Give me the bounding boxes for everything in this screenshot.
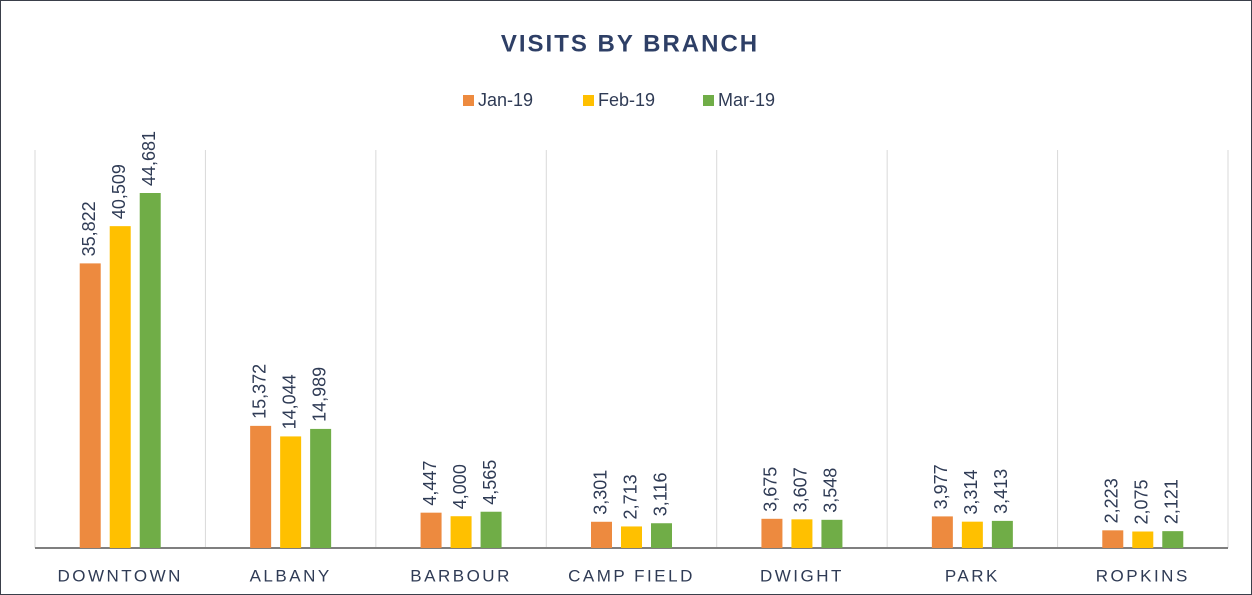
value-label: 2,121: [1162, 479, 1182, 524]
bar: [79, 263, 101, 548]
x-tick-label: PARK: [945, 566, 1000, 585]
bar: [991, 520, 1013, 548]
value-label: 15,372: [249, 364, 269, 419]
value-label: 4,565: [480, 460, 500, 505]
value-label: 3,314: [961, 470, 981, 515]
x-tick-label: DWIGHT: [760, 566, 844, 585]
bar: [1102, 530, 1124, 548]
value-label: 35,822: [79, 201, 99, 256]
bar: [651, 523, 672, 548]
value-label: 14,989: [309, 367, 329, 422]
value-label: 3,977: [931, 464, 951, 509]
value-label: 2,713: [620, 474, 640, 519]
chart-title: VISITS BY BRANCH: [501, 30, 759, 57]
bar: [250, 425, 272, 548]
bar: [450, 516, 472, 548]
value-label: 14,044: [279, 374, 299, 429]
value-label: 3,116: [650, 473, 670, 517]
x-tick-label: ALBANY: [250, 566, 332, 585]
value-label: 4,000: [450, 464, 470, 509]
bar: [1132, 531, 1154, 548]
bar: [621, 526, 642, 548]
bar: [420, 512, 442, 548]
legend-swatch: [703, 95, 714, 106]
bar: [1162, 531, 1184, 548]
x-tick-label: ROPKINS: [1096, 566, 1190, 585]
value-label: 3,607: [791, 467, 811, 512]
bar: [931, 516, 953, 548]
value-label: 2,075: [1132, 479, 1152, 524]
bar: [761, 518, 783, 548]
legend-swatch: [463, 95, 474, 106]
x-tick-label: BARBOUR: [410, 566, 512, 585]
x-tick-label: DOWNTOWN: [57, 566, 182, 585]
bar: [480, 511, 502, 548]
value-label: 3,301: [590, 470, 610, 515]
bar: [961, 521, 983, 548]
bar: [139, 193, 161, 548]
bar: [821, 519, 843, 548]
value-label: 3,675: [761, 467, 781, 512]
legend-label: Jan-19: [478, 90, 533, 110]
value-label: 2,223: [1102, 478, 1122, 523]
bar: [791, 519, 813, 548]
value-label: 40,509: [109, 164, 129, 219]
value-label: 3,413: [991, 469, 1011, 514]
value-label: 44,681: [139, 131, 159, 186]
legend-label: Feb-19: [598, 90, 655, 110]
bar: [280, 436, 302, 548]
legend-label: Mar-19: [718, 90, 775, 110]
legend-swatch: [583, 95, 594, 106]
bar: [310, 428, 332, 548]
bar: [109, 226, 131, 548]
value-label: 4,447: [420, 461, 440, 506]
value-label: 3,548: [821, 468, 841, 513]
x-tick-label: CAMP FIELD: [568, 566, 695, 585]
bar: [591, 521, 612, 548]
